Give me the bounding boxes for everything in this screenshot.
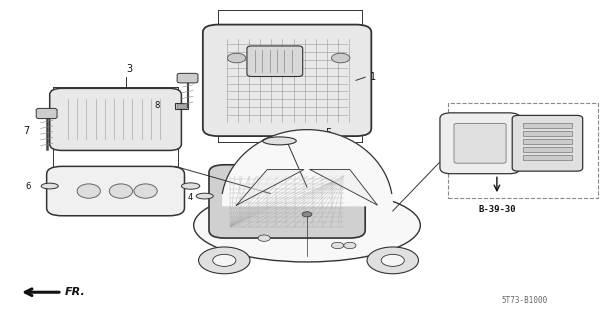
Circle shape (332, 242, 344, 249)
Polygon shape (310, 170, 378, 205)
FancyBboxPatch shape (36, 108, 57, 119)
Bar (448, 103, 598, 198)
Text: 5: 5 (325, 128, 332, 138)
Circle shape (344, 242, 356, 249)
Text: 4: 4 (188, 193, 193, 202)
FancyBboxPatch shape (247, 46, 303, 76)
Text: B-39-30: B-39-30 (478, 204, 516, 214)
Text: 8: 8 (155, 101, 160, 110)
Bar (523, 155, 572, 160)
Bar (523, 139, 572, 144)
Circle shape (212, 254, 236, 266)
FancyBboxPatch shape (177, 73, 198, 83)
Ellipse shape (134, 184, 157, 198)
Bar (175, 103, 187, 109)
FancyBboxPatch shape (47, 166, 184, 216)
Bar (523, 131, 572, 136)
FancyBboxPatch shape (50, 88, 181, 150)
Circle shape (198, 247, 250, 274)
Bar (177, 104, 185, 108)
Text: 1: 1 (370, 72, 376, 82)
Circle shape (258, 235, 270, 241)
FancyBboxPatch shape (440, 113, 520, 174)
Text: 3: 3 (126, 64, 133, 74)
Ellipse shape (196, 193, 213, 199)
Ellipse shape (263, 137, 297, 145)
Text: 6: 6 (225, 194, 230, 203)
Text: 7: 7 (23, 126, 29, 136)
Ellipse shape (77, 184, 101, 198)
FancyBboxPatch shape (512, 116, 583, 171)
Text: 6: 6 (26, 181, 31, 190)
Text: 5T73-B1000: 5T73-B1000 (502, 296, 548, 305)
Text: FR.: FR. (65, 287, 86, 297)
Bar (523, 123, 572, 128)
FancyBboxPatch shape (203, 25, 371, 136)
FancyBboxPatch shape (209, 165, 365, 238)
Circle shape (367, 247, 419, 274)
Text: 2: 2 (365, 196, 371, 206)
Ellipse shape (193, 189, 421, 262)
Circle shape (381, 254, 405, 266)
Ellipse shape (109, 184, 133, 198)
Ellipse shape (41, 183, 58, 189)
FancyBboxPatch shape (454, 123, 506, 163)
Circle shape (332, 53, 350, 63)
Bar (523, 147, 572, 152)
Polygon shape (236, 170, 304, 205)
Ellipse shape (181, 183, 200, 189)
Circle shape (302, 212, 312, 217)
Circle shape (227, 53, 246, 63)
